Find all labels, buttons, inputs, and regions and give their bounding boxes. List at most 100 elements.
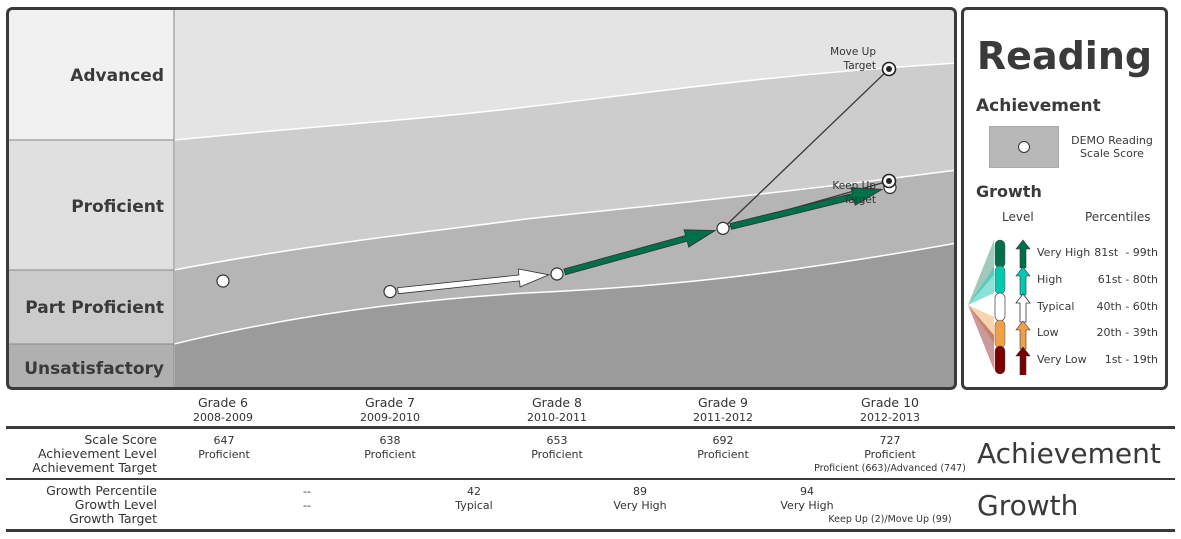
legend-capsule-typical (994, 292, 1006, 322)
grade-label-10: Grade 10 2012-2013 (830, 395, 950, 424)
growth-arrow (563, 229, 717, 276)
growth-level-grade-9: Very High (613, 499, 667, 512)
grade-name: Grade 7 (364, 395, 416, 410)
achievement-level-grade-10: Proficient (864, 448, 916, 461)
achievement-section-title: Achievement (977, 437, 1161, 470)
legend-level-high: High (1037, 273, 1063, 286)
achievement-target-grade-10: Proficient (663)/Advanced (747) (814, 463, 966, 474)
level-label-advanced: Advanced (70, 66, 164, 86)
growth-arrows (397, 187, 884, 295)
keep-up-label-line2: Target (843, 194, 876, 206)
chart-frame (6, 7, 957, 390)
legend-level-typical: Typical (1037, 300, 1075, 313)
grade-year: 2012-2013 (860, 411, 920, 424)
legend-growth-heading: Growth (976, 182, 1042, 201)
growth-percentile-grade-7: -- (303, 485, 311, 498)
growth-level-grade-7: -- (303, 499, 311, 512)
scale-score-grade-7: 638 (379, 434, 401, 447)
level-cell-unsatisfactory (7, 344, 174, 389)
row-label-growth-percentile: Growth Percentile (46, 483, 157, 498)
keep-up-label-line1: Keep Up (832, 180, 876, 192)
grade-name: Grade 10 (861, 395, 919, 410)
table-divider-middle (6, 478, 1175, 480)
legend-range-low: 20th - 39th (1096, 326, 1158, 339)
legend-growth-graphic (968, 239, 1031, 375)
scale-score-grade-6: 647 (213, 434, 235, 447)
growth-percentile-grade-9: 89 (633, 485, 647, 498)
level-label-part-proficient: Part Proficient (25, 298, 164, 318)
grade-label-7: Grade 7 2009-2010 (330, 395, 450, 424)
row-label-achievement-target: Achievement Target (32, 460, 157, 475)
level-cell-advanced (7, 8, 174, 140)
achievement-level-grade-6: Proficient (198, 448, 250, 461)
legend-range-typical: 40th - 60th (1096, 300, 1158, 313)
score-point (716, 221, 730, 235)
row-label-achievement-level: Achievement Level (37, 446, 157, 461)
grade-label-6: Grade 6 2008-2009 (163, 395, 283, 424)
level-label-unsatisfactory: Unsatisfactory (24, 359, 164, 379)
legend-arrow-very-high-icon (1015, 239, 1031, 269)
row-label-growth-level: Growth Level (74, 497, 157, 512)
growth-percentile-grade-10: 94 (800, 485, 814, 498)
legend-marker-label-line2: Scale Score (1080, 147, 1144, 160)
grade-label-8: Grade 8 2010-2011 (497, 395, 617, 424)
band-unsatisfactory (174, 242, 955, 389)
legend-level-very-low: Very Low (1037, 353, 1087, 366)
growth-section-title: Growth (977, 489, 1079, 522)
achievement-level-grade-8: Proficient (531, 448, 583, 461)
legend-level-header: Level (1002, 210, 1034, 224)
level-cell-proficient (7, 140, 174, 270)
legend-percentiles-header: Percentiles (1085, 210, 1151, 224)
legend-arrow-low-icon (1015, 320, 1031, 350)
grade-name: Grade 8 (531, 395, 583, 410)
growth-level-grade-10: Very High (780, 499, 834, 512)
scale-score-grade-10: 727 (879, 434, 901, 447)
achievement-level-grade-9: Proficient (697, 448, 749, 461)
table-divider-bottom (6, 529, 1175, 532)
scale-score-grade-9: 692 (712, 434, 734, 447)
legend-capsule-very-high (994, 239, 1006, 269)
level-label-proficient: Proficient (71, 197, 164, 217)
grade-year: 2009-2010 (360, 411, 420, 424)
growth-arrow (729, 187, 884, 230)
legend-range-very-low: 1st - 19th (1104, 353, 1158, 366)
grade-name: Grade 9 (697, 395, 749, 410)
growth-level-grade-8: Typical (455, 499, 493, 512)
level-cell-part-proficient (7, 270, 174, 344)
grade-year: 2008-2009 (193, 411, 253, 424)
growth-arrow (397, 268, 551, 295)
achievement-growth-chart: Advanced Proficient Part Proficient Unsa… (6, 7, 957, 390)
legend-level-very-high: Very High (1037, 246, 1091, 259)
legend-achievement-swatch (989, 126, 1059, 168)
legend-capsule-very-low (994, 345, 1006, 375)
score-point (550, 267, 564, 281)
score-point (383, 284, 397, 299)
legend-marker-label-line1: DEMO Reading (1071, 134, 1153, 147)
legend-arrow-typical-icon (1015, 293, 1031, 323)
table-divider-top (6, 426, 1175, 429)
legend-capsule-high (994, 265, 1006, 295)
legend-marker-label: DEMO Reading Scale Score (1062, 134, 1162, 160)
move-up-label-line2: Target (843, 60, 876, 72)
legend-range-high: 61st - 80th (1097, 273, 1158, 286)
legend-arrow-very-low-icon (1015, 346, 1031, 375)
legend-capsule-low (994, 319, 1006, 349)
score-point (216, 274, 230, 288)
grade-name: Grade 6 (197, 395, 249, 410)
row-label-scale-score: Scale Score (84, 432, 157, 447)
growth-percentile-grade-8: 42 (467, 485, 481, 498)
legend-title: Reading (976, 34, 1153, 78)
legend-level-low: Low (1037, 326, 1059, 339)
legend-arrow-high-icon (1015, 266, 1031, 296)
legend-score-marker (1018, 141, 1030, 153)
grade-year: 2011-2012 (693, 411, 753, 424)
achievement-level-grade-7: Proficient (364, 448, 416, 461)
move-up-target-marker (881, 61, 897, 77)
grade-label-9: Grade 9 2011-2012 (663, 395, 783, 424)
growth-target-grade-10: Keep Up (2)/Move Up (99) (828, 514, 952, 525)
move-up-target-line (722, 68, 890, 229)
chart-svg: Advanced Proficient Part Proficient Unsa… (6, 7, 957, 390)
legend-panel: Reading Achievement DEMO Reading Scale S… (961, 7, 1168, 390)
keep-up-target-marker (881, 173, 897, 189)
row-label-growth-target: Growth Target (69, 511, 157, 526)
